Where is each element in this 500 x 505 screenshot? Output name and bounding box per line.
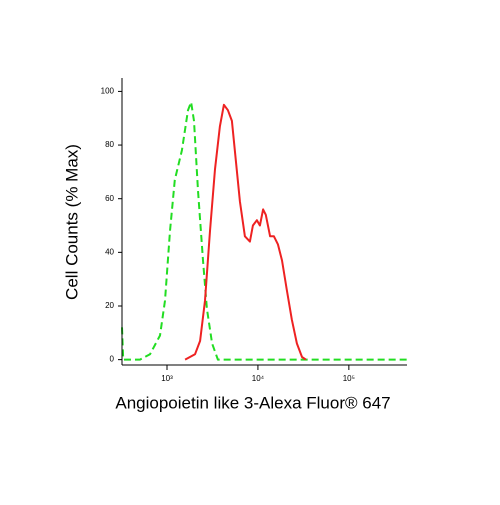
y-tick-label: 100 xyxy=(101,87,115,96)
x-axis-label: Angiopoietin like 3-Alexa Fluor® 647 xyxy=(115,393,390,412)
y-axis-label: Cell Counts (% Max) xyxy=(62,144,81,300)
series-line xyxy=(184,103,307,361)
series-line xyxy=(121,101,407,361)
y-tick-label: 0 xyxy=(110,355,115,364)
x-tick-label: 10⁵ xyxy=(343,374,355,383)
y-tick-label: 80 xyxy=(105,140,114,149)
y-tick-label: 20 xyxy=(105,301,114,310)
y-tick-label: 60 xyxy=(105,194,114,203)
x-tick-label: 10⁴ xyxy=(252,374,265,383)
y-tick-label: 40 xyxy=(105,247,114,256)
x-tick-label: 10³ xyxy=(161,374,173,383)
